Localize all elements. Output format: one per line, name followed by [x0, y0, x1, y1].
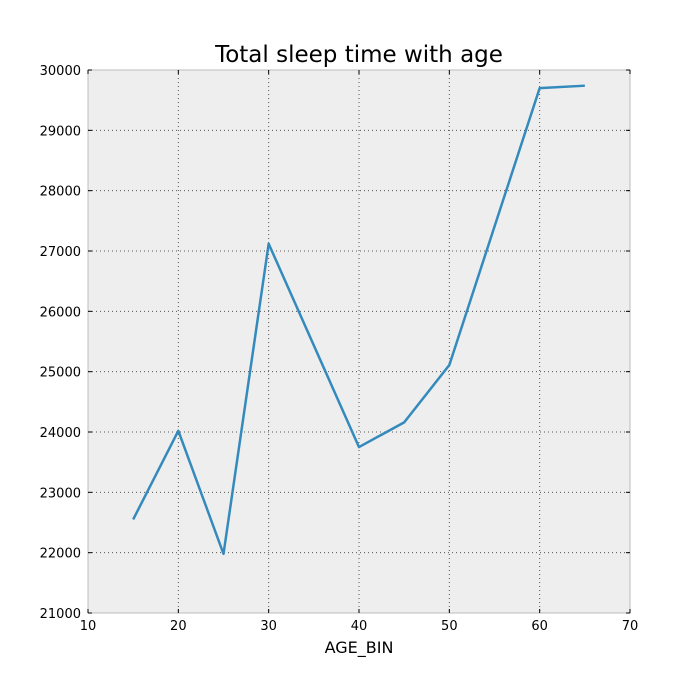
x-axis-label: AGE_BIN [325, 638, 394, 658]
x-tick-label: 60 [531, 619, 548, 634]
y-tick-label: 30000 [40, 64, 81, 79]
x-tick-label: 20 [170, 619, 187, 634]
y-tick-label: 22000 [40, 547, 81, 562]
y-tick-label: 21000 [40, 607, 81, 622]
y-tick-label: 23000 [40, 486, 81, 501]
plot-area [88, 70, 630, 613]
chart-title: Total sleep time with age [214, 42, 503, 68]
y-tick-label: 29000 [40, 124, 81, 139]
y-tick-label: 26000 [40, 305, 81, 320]
y-axis-ticks: 21000 22000 23000 24000 25000 26000 27000 28000… [40, 64, 630, 622]
x-tick-label: 10 [80, 619, 97, 634]
y-tick-label: 28000 [40, 185, 81, 200]
x-tick-label: 40 [351, 619, 368, 634]
y-tick-label: 24000 [40, 426, 81, 441]
x-tick-label: 50 [441, 619, 458, 634]
series-group [132, 84, 585, 556]
y-tick-label: 25000 [40, 366, 81, 381]
x-axis-ticks: 10 20 30 40 50 60 70 [80, 70, 639, 634]
y-tick-label: 27000 [40, 245, 81, 260]
x-tick-label: 70 [622, 619, 639, 634]
x-tick-label: 30 [260, 619, 277, 634]
series-line [132, 84, 585, 556]
